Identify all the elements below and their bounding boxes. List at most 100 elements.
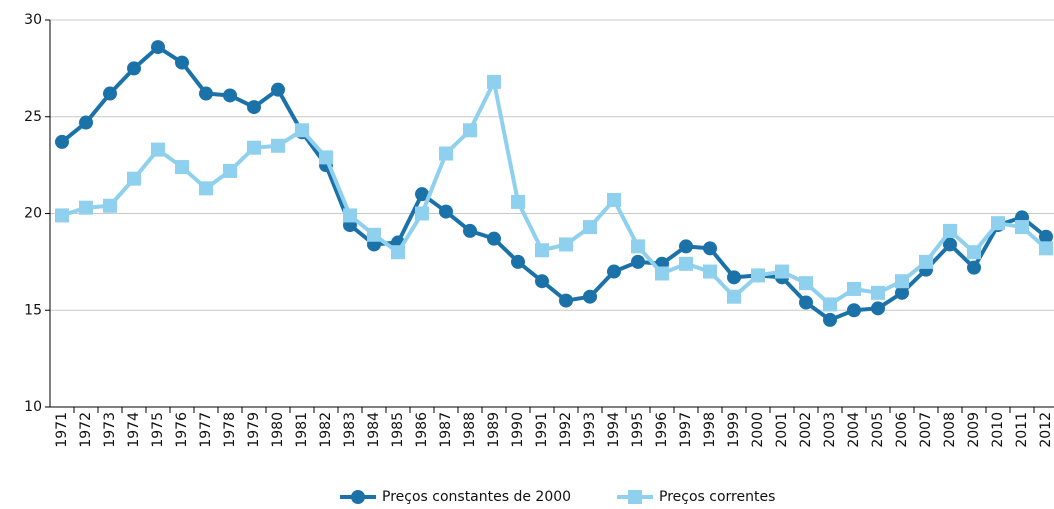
point [55,134,69,149]
point [103,198,117,213]
legend-label: Preços correntes [659,489,775,505]
point [439,146,453,161]
point [967,260,981,275]
x-tick-label: 1985 [390,412,406,448]
point [559,293,573,308]
point [535,243,549,258]
x-tick-label: 1977 [198,412,214,448]
x-tick-label: 2003 [822,412,838,448]
point [487,74,501,89]
point [1015,220,1029,235]
point [351,490,365,504]
point [727,289,741,304]
point [727,270,741,285]
point [151,40,165,55]
x-tick-label: 2012 [1038,412,1054,448]
point [583,220,597,235]
point [223,88,237,103]
x-tick-label: 1986 [414,412,430,448]
point [847,281,861,296]
point [223,163,237,178]
point [463,223,477,238]
point [175,55,189,70]
point [151,142,165,157]
point [55,208,69,223]
point [295,123,309,138]
x-tick-label: 1971 [54,412,70,448]
point [1039,229,1053,244]
x-tick-label: 1997 [678,412,694,448]
point [103,86,117,101]
x-tick-label: 1978 [222,412,238,448]
point [679,239,693,254]
point [703,241,717,256]
point [628,490,642,504]
y-tick-label: 15 [24,302,42,318]
point [367,227,381,242]
y-tick-label: 20 [24,206,42,222]
x-tick-label: 2001 [774,412,790,448]
point [775,264,789,279]
x-tick-label: 1982 [318,412,334,448]
point [895,274,909,289]
x-tick-label: 2009 [966,412,982,448]
point [175,160,189,175]
point [415,187,429,202]
point [247,100,261,115]
point [895,285,909,300]
point [943,223,957,238]
point [583,289,597,304]
point [559,237,573,252]
point [391,245,405,260]
y-tick-label: 25 [24,109,42,125]
point [823,297,837,312]
point [415,206,429,221]
x-tick-label: 1994 [606,412,622,448]
point [271,82,285,97]
x-tick-label: 1993 [582,412,598,448]
x-tick-label: 1976 [174,412,190,448]
point [631,254,645,269]
point [199,181,213,196]
x-tick-label: 2005 [870,412,886,448]
x-tick-label: 1987 [438,412,454,448]
x-tick-label: 2006 [894,412,910,448]
point [271,138,285,153]
x-tick-label: 1990 [510,412,526,448]
x-tick-label: 2004 [846,412,862,448]
point [751,268,765,283]
point [199,86,213,101]
x-tick-label: 1998 [702,412,718,448]
point [343,208,357,223]
x-tick-label: 1989 [486,412,502,448]
point [463,123,477,138]
x-tick-label: 2007 [918,412,934,448]
point [871,301,885,316]
x-tick-label: 2002 [798,412,814,448]
x-tick-label: 1973 [102,412,118,448]
point [511,254,525,269]
x-tick-label: 1974 [126,412,142,448]
legend-label: Preços constantes de 2000 [382,489,571,505]
point [127,171,141,186]
point [679,256,693,271]
x-tick-label: 1975 [150,412,166,448]
x-tick-label: 1999 [726,412,742,448]
x-tick-label: 1972 [78,412,94,448]
x-tick-label: 1988 [462,412,478,448]
point [799,276,813,291]
point [847,303,861,318]
x-tick-label: 1995 [630,412,646,448]
x-tick-label: 2011 [1014,412,1030,448]
point [967,245,981,260]
point [631,239,645,254]
point [127,61,141,76]
point [655,266,669,281]
y-tick-label: 30 [24,12,42,28]
x-tick-label: 1992 [558,412,574,448]
point [607,192,621,207]
point [535,274,549,289]
point [247,140,261,155]
point [79,200,93,215]
